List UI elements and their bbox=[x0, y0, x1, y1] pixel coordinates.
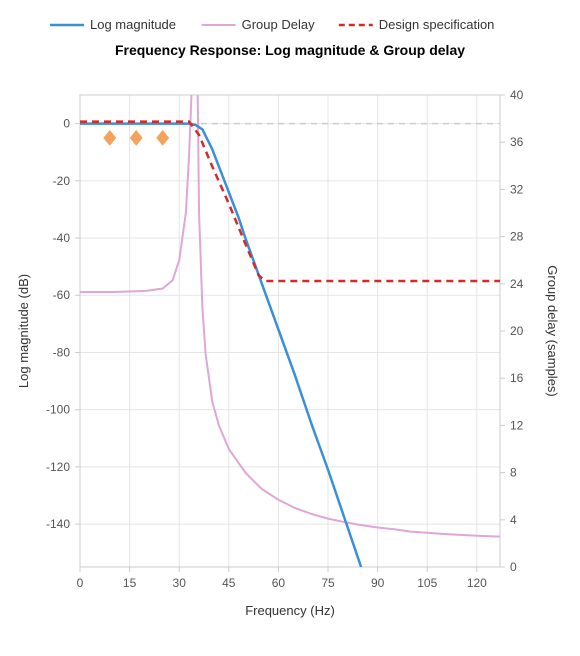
legend-label: Log magnitude bbox=[90, 17, 176, 32]
x-axis-label: Frequency (Hz) bbox=[245, 603, 335, 618]
y-right-tick-label: 32 bbox=[510, 182, 524, 196]
y-right-tick-label: 20 bbox=[510, 324, 524, 338]
y-left-tick-label: -100 bbox=[46, 403, 70, 417]
y-right-tick-label: 0 bbox=[510, 560, 517, 574]
y-right-tick-label: 4 bbox=[510, 513, 517, 527]
y-left-axis-label: Log magnitude (dB) bbox=[16, 274, 31, 388]
y-right-tick-label: 12 bbox=[510, 418, 524, 432]
y-left-tick-label: -40 bbox=[53, 231, 71, 245]
y-right-tick-label: 16 bbox=[510, 371, 524, 385]
x-tick-label: 30 bbox=[173, 576, 187, 590]
legend-label: Design specification bbox=[379, 17, 495, 32]
x-tick-label: 0 bbox=[77, 576, 84, 590]
y-right-tick-label: 36 bbox=[510, 135, 524, 149]
y-right-tick-label: 40 bbox=[510, 88, 524, 102]
y-left-tick-label: 0 bbox=[63, 117, 70, 131]
y-left-tick-label: -60 bbox=[53, 288, 71, 302]
x-tick-label: 60 bbox=[272, 576, 286, 590]
x-tick-label: 90 bbox=[371, 576, 385, 590]
y-right-axis-label: Group delay (samples) bbox=[545, 265, 560, 397]
chart-svg: Log magnitude Group Delay Design specifica… bbox=[0, 0, 580, 656]
y-right-tick-label: 8 bbox=[510, 466, 517, 480]
chart-title: Frequency Response: Log magnitude & Grou… bbox=[115, 42, 465, 58]
chart-container: Log magnitude Group Delay Design specifica… bbox=[0, 0, 580, 656]
y-right-tick-label: 24 bbox=[510, 277, 524, 291]
y-right-tick-label: 28 bbox=[510, 230, 524, 244]
x-tick-label: 105 bbox=[417, 576, 437, 590]
y-left-tick-label: -80 bbox=[53, 345, 71, 359]
x-tick-label: 75 bbox=[321, 576, 335, 590]
y-left-tick-label: -140 bbox=[46, 517, 70, 531]
legend-label: Group Delay bbox=[242, 17, 315, 32]
y-left-tick-label: -120 bbox=[46, 460, 70, 474]
x-tick-label: 15 bbox=[123, 576, 137, 590]
x-tick-label: 45 bbox=[222, 576, 236, 590]
x-tick-label: 120 bbox=[467, 576, 487, 590]
y-left-tick-label: -20 bbox=[53, 174, 71, 188]
